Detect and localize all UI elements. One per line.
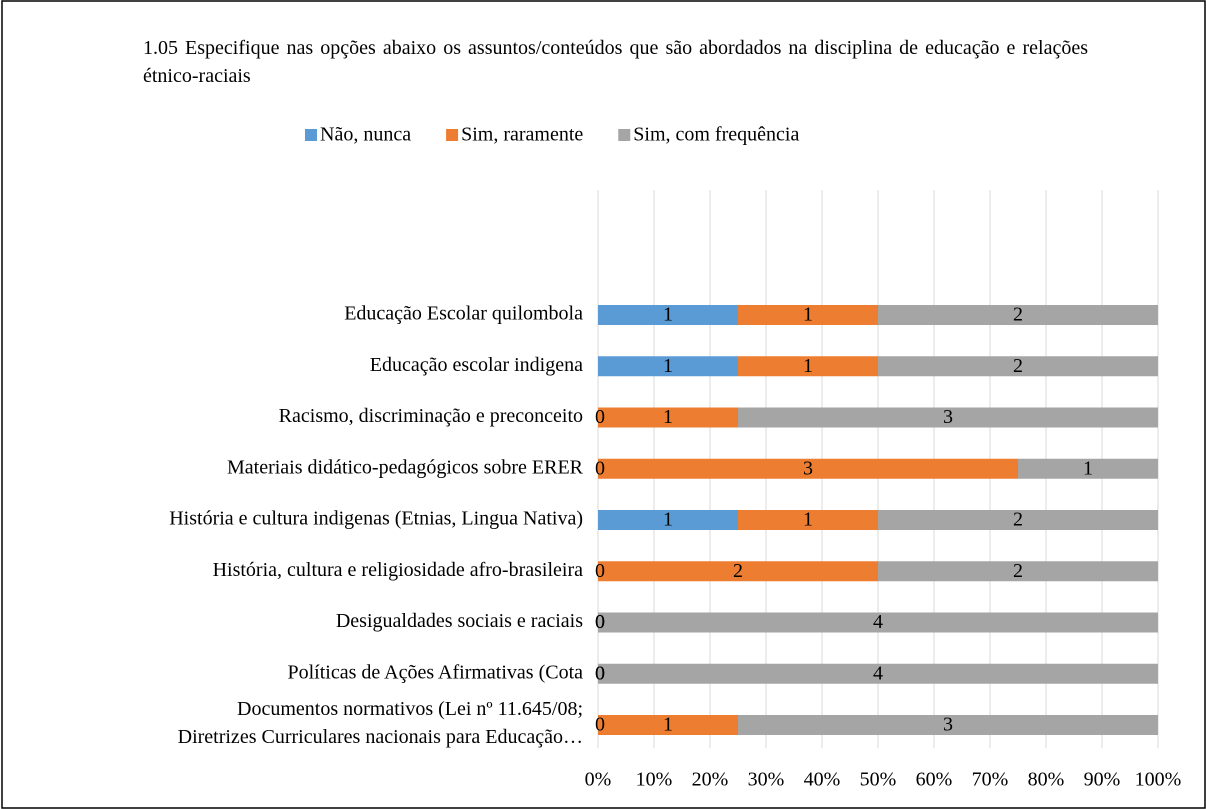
x-tick-label: 40% bbox=[804, 769, 841, 791]
legend-swatch bbox=[446, 129, 459, 141]
data-label: 0 bbox=[595, 457, 605, 479]
data-label: 1 bbox=[803, 355, 813, 377]
bars bbox=[598, 305, 1158, 735]
bar-segment bbox=[878, 561, 1158, 582]
data-label: 2 bbox=[1013, 509, 1023, 531]
bar-segment bbox=[738, 715, 1158, 735]
data-label: 3 bbox=[803, 457, 813, 479]
bar-segment bbox=[738, 510, 878, 530]
y-tick-label: Políticas de Ações Afirmativas (Cota bbox=[288, 661, 584, 683]
data-label: 3 bbox=[943, 406, 953, 428]
bar-segment bbox=[738, 305, 878, 325]
bar-segment bbox=[878, 305, 1158, 325]
data-label: 0 bbox=[595, 611, 605, 633]
data-label: 0 bbox=[595, 714, 605, 736]
chart-title: 1.05 Especifique nas opções abaixo os as… bbox=[143, 37, 1088, 87]
x-tick-label: 10% bbox=[636, 769, 673, 791]
bar-segment bbox=[878, 356, 1158, 377]
legend-label: Não, nunca bbox=[320, 124, 411, 146]
data-label: 1 bbox=[803, 509, 813, 531]
bar-segment bbox=[1018, 458, 1158, 479]
x-tick-label: 50% bbox=[860, 769, 897, 791]
y-tick-label: Documentos normativos (Lei nº 11.645/08;… bbox=[178, 698, 583, 748]
legend-swatch bbox=[618, 129, 631, 141]
bar-segment bbox=[598, 663, 1158, 684]
bar-segment bbox=[598, 407, 738, 428]
data-label: 1 bbox=[663, 509, 673, 531]
y-tick-label: Educação escolar indigena bbox=[370, 354, 583, 376]
x-tick-label: 60% bbox=[916, 769, 953, 791]
data-label: 2 bbox=[733, 560, 743, 582]
bar-segment bbox=[598, 356, 738, 377]
x-tick-label: 80% bbox=[1028, 769, 1065, 791]
data-label: 2 bbox=[1013, 355, 1023, 377]
data-label: 1 bbox=[663, 355, 673, 377]
y-tick-label: Materiais didático-pedagógicos sobre ERE… bbox=[227, 456, 584, 478]
x-tick-label: 0% bbox=[585, 769, 612, 791]
data-label: 1 bbox=[663, 714, 673, 736]
legend-swatch bbox=[305, 129, 317, 141]
bar-segment bbox=[598, 561, 878, 582]
data-label: 0 bbox=[595, 611, 605, 633]
data-label: 2 bbox=[1013, 304, 1023, 326]
y-tick-label: Desigualdades sociais e raciais bbox=[336, 610, 583, 632]
data-label: 0 bbox=[595, 662, 605, 684]
data-label: 4 bbox=[873, 611, 883, 633]
y-tick-label: História, cultura e religiosidade afro-b… bbox=[213, 559, 584, 581]
x-tick-label: 20% bbox=[692, 769, 729, 791]
data-label: 1 bbox=[663, 304, 673, 326]
x-tick-label: 100% bbox=[1135, 769, 1182, 791]
data-label: 1 bbox=[663, 406, 673, 428]
data-label: 0 bbox=[595, 560, 605, 582]
data-label: 3 bbox=[943, 714, 953, 736]
data-label: 2 bbox=[1013, 560, 1023, 582]
y-tick-label: Educação Escolar quilombola bbox=[344, 303, 583, 325]
data-label: 0 bbox=[595, 662, 605, 684]
bar-segment bbox=[738, 356, 878, 377]
bar-segment bbox=[878, 510, 1158, 530]
legend-label: Sim, raramente bbox=[461, 124, 583, 146]
bar-segment bbox=[738, 407, 1158, 428]
y-tick-label: Racismo, discriminação e preconceito bbox=[279, 405, 583, 427]
y-tick-label: História e cultura indigenas (Etnias, Li… bbox=[169, 508, 583, 530]
bar-segment bbox=[598, 305, 738, 325]
data-label: 4 bbox=[873, 662, 883, 684]
data-label: 1 bbox=[1083, 457, 1093, 479]
legend-label: Sim, com frequência bbox=[633, 124, 799, 146]
x-tick-label: 30% bbox=[748, 769, 785, 791]
bar-segment bbox=[598, 715, 738, 735]
bar-segment bbox=[598, 612, 1158, 633]
data-label: 1 bbox=[803, 304, 813, 326]
data-label: 0 bbox=[595, 406, 605, 428]
x-tick-label: 90% bbox=[1084, 769, 1121, 791]
bar-segment bbox=[598, 458, 1018, 479]
x-tick-label: 70% bbox=[972, 769, 1009, 791]
bar-segment bbox=[598, 510, 738, 530]
